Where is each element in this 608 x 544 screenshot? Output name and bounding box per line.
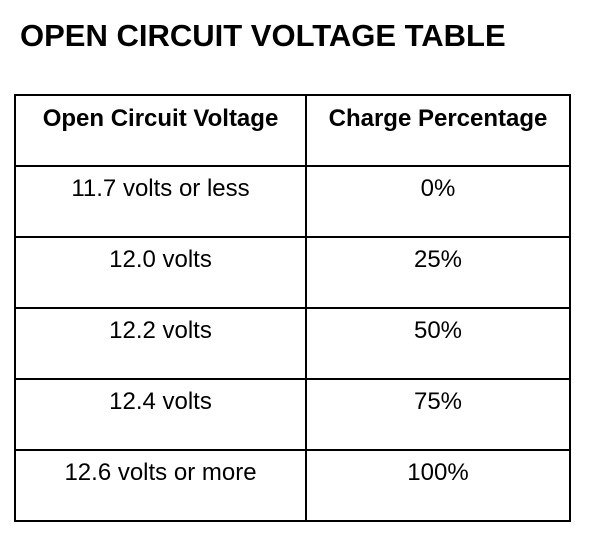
table-header-row: Open Circuit Voltage Charge Percentage xyxy=(14,94,571,167)
voltage-cell: 11.7 volts or less xyxy=(14,165,307,238)
voltage-cell: 12.2 volts xyxy=(14,307,307,380)
page-title: OPEN CIRCUIT VOLTAGE TABLE xyxy=(20,18,506,53)
charge-cell: 50% xyxy=(305,307,571,380)
table-row: 12.4 volts 75% xyxy=(14,378,571,451)
voltage-cell: 12.4 volts xyxy=(14,378,307,451)
column-header-voltage: Open Circuit Voltage xyxy=(14,94,307,167)
voltage-cell: 12.0 volts xyxy=(14,236,307,309)
table-row: 12.6 volts or more 100% xyxy=(14,449,571,522)
table-row: 12.2 volts 50% xyxy=(14,307,571,380)
column-header-charge: Charge Percentage xyxy=(305,94,571,167)
voltage-cell: 12.6 volts or more xyxy=(14,449,307,522)
table-row: 12.0 volts 25% xyxy=(14,236,571,309)
charge-cell: 100% xyxy=(305,449,571,522)
charge-cell: 0% xyxy=(305,165,571,238)
charge-cell: 25% xyxy=(305,236,571,309)
charge-cell: 75% xyxy=(305,378,571,451)
voltage-table: Open Circuit Voltage Charge Percentage 1… xyxy=(14,94,571,522)
table-row: 11.7 volts or less 0% xyxy=(14,165,571,238)
